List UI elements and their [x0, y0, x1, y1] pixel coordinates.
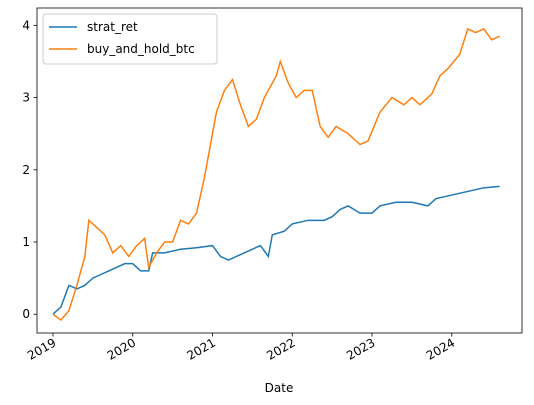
- x-tick-label: 2023: [344, 335, 377, 362]
- legend-label: strat_ret: [87, 20, 138, 34]
- series-line: [52, 27, 500, 322]
- y-tick-label: 3: [22, 91, 30, 105]
- y-tick-label: 2: [22, 163, 30, 177]
- x-tick-label: 2021: [185, 335, 218, 362]
- y-tick-label: 4: [22, 18, 30, 32]
- x-tick-label: 2022: [264, 335, 297, 362]
- legend-label: buy_and_hold_btc: [87, 42, 195, 56]
- y-tick-label: 0: [22, 307, 30, 321]
- series-line: [52, 185, 500, 315]
- y-tick-label: 1: [22, 235, 30, 249]
- x-tick-label: 2020: [105, 335, 138, 362]
- x-axis-label: Date: [265, 381, 294, 395]
- plot-frame: [36, 7, 523, 334]
- x-tick-label: 2024: [424, 335, 457, 362]
- x-tick-label: 2019: [25, 335, 58, 362]
- legend-box: [42, 13, 218, 65]
